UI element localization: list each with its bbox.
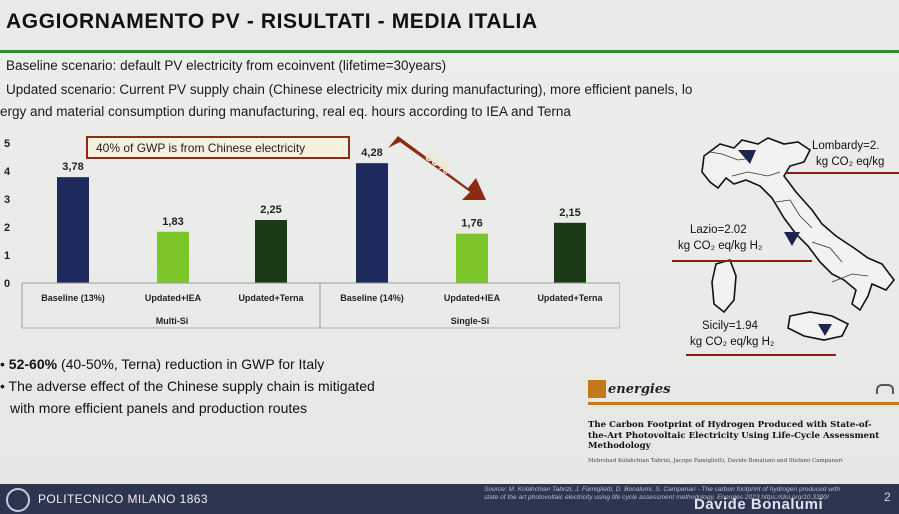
y-axis-ticks: 0 1 2 3 4 5: [4, 138, 11, 290]
page-number: 2: [884, 490, 891, 504]
footer-bar: POLITECNICO MILANO 1863: [0, 484, 899, 514]
italy-map-icon: [701, 137, 896, 341]
source-citation: Source: M. Kolahchian Tabrizi, J. Famigl…: [484, 486, 840, 501]
bar: [255, 220, 287, 283]
bar: [456, 233, 488, 283]
chart-labels: 3,78 Baseline (13%) 1,83 Updated+IEA 2,25 Upd…: [41, 147, 603, 326]
bar-value-label: 1,76: [461, 218, 482, 230]
category-label: Baseline (13%): [41, 293, 105, 303]
bullet-adverse-text: The adverse effect of the Chinese supply…: [8, 378, 375, 394]
updated-description-line1: Updated scenario: Current PV supply chai…: [6, 82, 693, 97]
axis-frame: [21, 282, 620, 329]
bullet-adverse-continued: with more efficient panels and productio…: [10, 400, 308, 416]
presenter-name: Davide Bonalumi: [694, 496, 824, 513]
y-tick-label: 2: [4, 222, 10, 234]
bar-value-label: 2,15: [559, 207, 580, 219]
baseline-description: Baseline scenario: default PV electricit…: [6, 58, 447, 73]
reduction-arrow: 60%: [388, 136, 486, 200]
bar: [554, 222, 586, 283]
bullet-adverse-effect: • The adverse effect of the Chinese supp…: [0, 378, 375, 394]
y-tick-label: 1: [4, 250, 10, 262]
reduction-arrow-shape: [388, 136, 486, 200]
bar: [57, 177, 89, 283]
category-label: Updated+IEA: [145, 293, 202, 303]
open-access-icon: [876, 384, 894, 394]
bar-value-label: 4,28: [361, 147, 382, 159]
group-label: Multi-Si: [156, 316, 189, 326]
energies-journal-logo: energies: [588, 378, 670, 400]
gwp-bar-chart: 0 1 2 3 4 5 3,78 Baseline (13%) 1,83 Updated+IEA…: [4, 136, 620, 329]
bullet-marker: •: [0, 356, 9, 372]
lombardy-rule: [786, 172, 899, 174]
journal-name: energies: [608, 381, 671, 397]
bar: [356, 163, 388, 283]
bars: [57, 163, 586, 283]
polimi-seal-icon: [6, 488, 30, 512]
slide-title: AGGIORNAMENTO PV - RISULTATI - MEDIA ITA…: [6, 10, 538, 33]
institution-name: POLITECNICO MILANO 1863: [38, 492, 208, 506]
category-label: Updated+IEA: [444, 293, 501, 303]
title-divider: [0, 50, 899, 53]
group-label: Single-Si: [451, 316, 490, 326]
bar-value-label: 2,25: [260, 204, 281, 216]
lombardy-value: Lombardy=2.: [812, 140, 880, 152]
bullet-marker: •: [0, 378, 9, 394]
chinese-electricity-callout: 40% of GWP is from Chinese electricity: [86, 136, 350, 159]
bar-value-label: 1,83: [162, 216, 183, 228]
category-label: Baseline (14%): [340, 293, 404, 303]
bar: [157, 231, 189, 283]
italy-map-panel: Lombardy=2. kg CO₂ eq/kg Lazio=2.02 kg C…: [672, 132, 899, 367]
paper-title: The Carbon Footprint of Hydrogen Produce…: [588, 420, 880, 451]
lazio-rule: [672, 260, 812, 262]
updated-description-line2: ergy and material consumption during man…: [0, 104, 571, 119]
bullet-reduction-bold: 52-60%: [8, 356, 58, 372]
y-tick-label: 0: [4, 278, 10, 290]
category-label: Updated+Terna: [238, 293, 304, 303]
y-tick-label: 5: [4, 138, 10, 150]
lombardy-unit: kg CO₂ eq/kg: [816, 156, 885, 168]
paper-authors: Mehrshad Kolahchian Tabrizi, Jacopo Fami…: [588, 458, 843, 464]
y-tick-label: 3: [4, 194, 10, 206]
bar-value-label: 3,78: [62, 161, 83, 173]
title-bar: AGGIORNAMENTO PV - RISULTATI - MEDIA ITA…: [0, 0, 899, 50]
lazio-value: Lazio=2.02: [690, 224, 747, 236]
bullet-reduction: • 52-60% (40-50%, Terna) reduction in GW…: [0, 356, 324, 372]
y-tick-label: 4: [4, 166, 11, 178]
sicily-unit: kg CO₂ eq/kg H₂: [690, 336, 775, 348]
sicily-value: Sicily=1.94: [702, 320, 758, 332]
bullet-reduction-text: (40-50%, Terna) reduction in GWP for Ita…: [57, 356, 325, 372]
journal-divider: [588, 402, 899, 405]
category-label: Updated+Terna: [537, 293, 603, 303]
reduction-arrow-label: 60%: [422, 148, 454, 178]
lazio-unit: kg CO₂ eq/kg H₂: [678, 240, 763, 252]
energies-mark-icon: [588, 380, 606, 398]
sicily-rule: [686, 354, 836, 356]
